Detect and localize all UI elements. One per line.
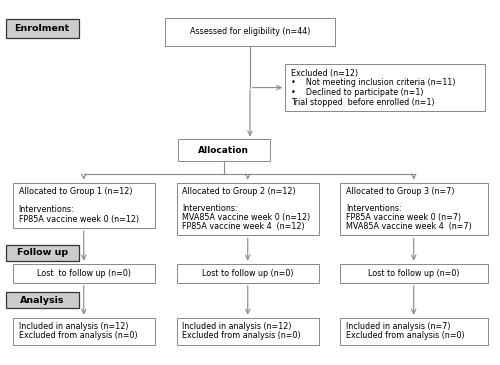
- Text: Excluded from analysis (n=0): Excluded from analysis (n=0): [346, 331, 465, 341]
- Text: FP85A vaccine week 4  (n=12): FP85A vaccine week 4 (n=12): [182, 222, 305, 231]
- Text: MVA85A vaccine week 0 (n=12): MVA85A vaccine week 0 (n=12): [182, 213, 311, 222]
- Text: Enrolment: Enrolment: [14, 24, 70, 33]
- Text: Interventions:: Interventions:: [182, 204, 238, 214]
- FancyBboxPatch shape: [6, 245, 78, 261]
- Text: Lost to follow up (n=0): Lost to follow up (n=0): [368, 269, 460, 278]
- FancyBboxPatch shape: [176, 182, 319, 235]
- Text: Included in analysis (n=12): Included in analysis (n=12): [18, 322, 128, 331]
- Text: •    Declined to participate (n=1): • Declined to participate (n=1): [291, 88, 424, 97]
- Text: Lost  to follow up (n=0): Lost to follow up (n=0): [36, 269, 131, 278]
- FancyBboxPatch shape: [340, 182, 488, 235]
- Text: FP85A vaccine week 0 (n=7): FP85A vaccine week 0 (n=7): [346, 213, 461, 222]
- Text: FP85A vaccine week 0 (n=12): FP85A vaccine week 0 (n=12): [18, 215, 138, 224]
- FancyBboxPatch shape: [6, 292, 78, 308]
- Text: Interventions:: Interventions:: [346, 204, 402, 214]
- FancyBboxPatch shape: [176, 264, 319, 283]
- FancyBboxPatch shape: [340, 264, 488, 283]
- FancyBboxPatch shape: [176, 318, 319, 345]
- FancyBboxPatch shape: [285, 64, 485, 111]
- FancyBboxPatch shape: [6, 19, 78, 38]
- Text: •    Not meeting inclusion criteria (n=11): • Not meeting inclusion criteria (n=11): [291, 78, 456, 87]
- FancyBboxPatch shape: [12, 264, 155, 283]
- Text: Analysis: Analysis: [20, 296, 64, 305]
- Text: Excluded from analysis (n=0): Excluded from analysis (n=0): [18, 331, 137, 341]
- FancyBboxPatch shape: [340, 318, 488, 345]
- Text: Allocated to Group 3 (n=7): Allocated to Group 3 (n=7): [346, 187, 455, 196]
- Text: Allocated to Group 2 (n=12): Allocated to Group 2 (n=12): [182, 187, 296, 196]
- Text: Interventions:: Interventions:: [18, 205, 74, 214]
- Text: Assessed for eligibility (n=44): Assessed for eligibility (n=44): [190, 27, 310, 36]
- Text: Included in analysis (n=7): Included in analysis (n=7): [346, 322, 451, 331]
- Text: Allocation: Allocation: [198, 146, 249, 155]
- FancyBboxPatch shape: [12, 182, 155, 228]
- Text: Included in analysis (n=12): Included in analysis (n=12): [182, 322, 292, 331]
- Text: MVA85A vaccine week 4  (n=7): MVA85A vaccine week 4 (n=7): [346, 222, 472, 231]
- Text: Lost to follow up (n=0): Lost to follow up (n=0): [202, 269, 294, 278]
- Text: Trial stopped  before enrolled (n=1): Trial stopped before enrolled (n=1): [291, 97, 434, 107]
- Text: Allocated to Group 1 (n=12): Allocated to Group 1 (n=12): [18, 187, 132, 196]
- Text: Excluded (n=12): Excluded (n=12): [291, 69, 358, 78]
- Text: Excluded from analysis (n=0): Excluded from analysis (n=0): [182, 331, 301, 341]
- FancyBboxPatch shape: [178, 139, 270, 161]
- Text: Follow up: Follow up: [16, 248, 68, 257]
- FancyBboxPatch shape: [12, 318, 155, 345]
- FancyBboxPatch shape: [165, 18, 335, 46]
